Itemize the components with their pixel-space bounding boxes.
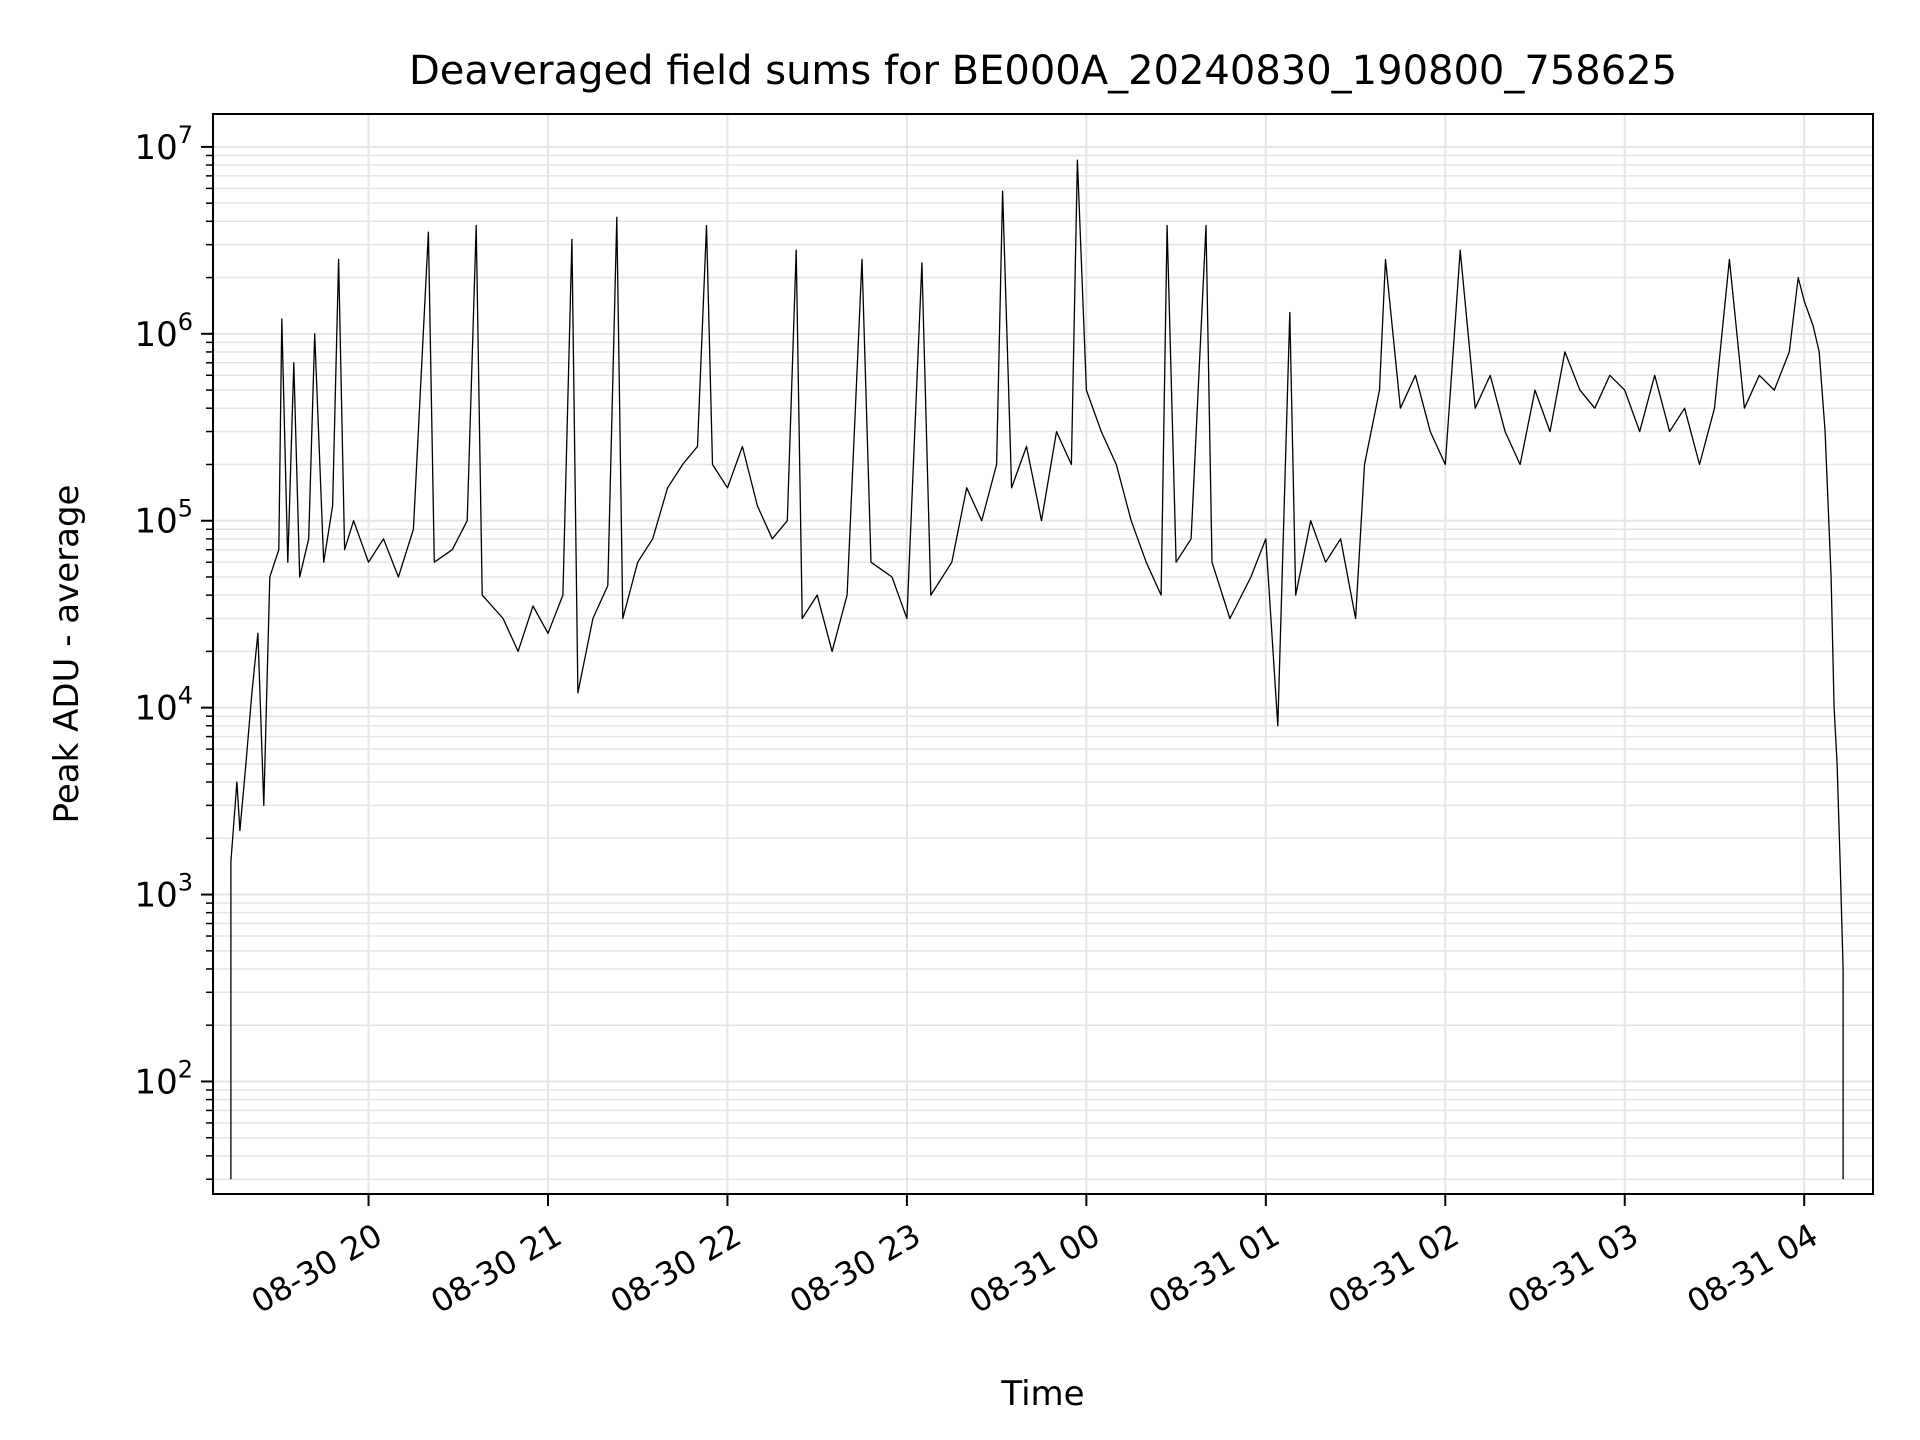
grid [213,114,1873,1194]
plot-frame [212,113,1874,1195]
y-axis-label: Peak ADU - average [47,485,87,824]
y-tick-label: 106 [134,308,193,355]
series-line [230,159,1844,1180]
series-layer [230,159,1844,1180]
chart-title: Deaveraged field sums for BE000A_2024083… [409,48,1677,94]
x-axis-label: Time [1000,1374,1084,1414]
